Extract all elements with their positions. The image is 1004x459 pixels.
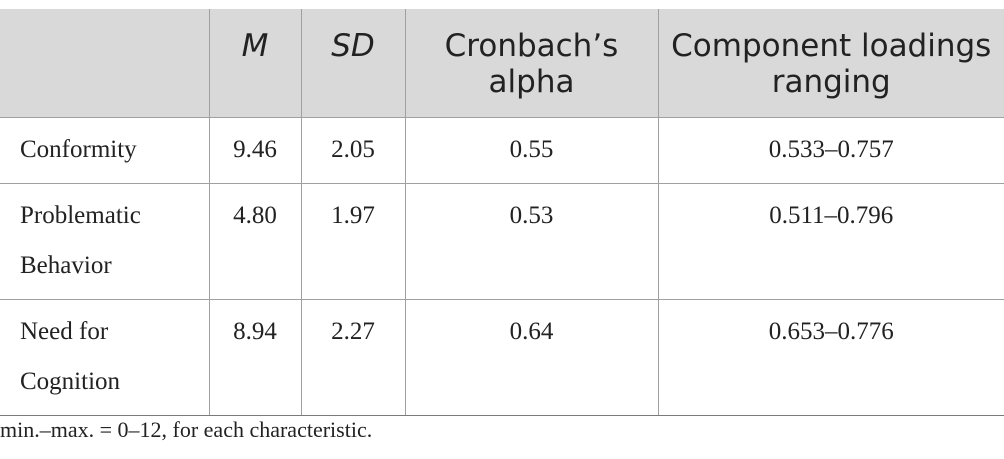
statistics-table-container: M SD Cronbach’s alpha Component loadings…: [0, 9, 1004, 416]
alpha-value: 0.53: [404, 183, 659, 300]
table-row: Conformity 9.46 2.05 0.55 0.533–0.757: [0, 117, 1004, 184]
statistics-table: M SD Cronbach’s alpha Component loadings…: [0, 9, 1004, 416]
sd-value: 1.97: [300, 183, 406, 300]
loadings-value: 0.511–0.796: [657, 183, 1004, 300]
row-label: Problematic Behavior: [0, 183, 210, 300]
header-component-loadings: Component loadings ranging: [657, 9, 1004, 118]
loadings-value: 0.653–0.776: [657, 299, 1004, 416]
sd-value: 2.05: [300, 117, 406, 184]
header-cronbach-alpha: Cronbach’s alpha: [404, 9, 659, 118]
header-cronbach-alpha-text: Cronbach’s alpha: [444, 28, 619, 100]
sd-value: 2.27: [300, 299, 406, 416]
table-row: Problematic Behavior 4.80 1.97 0.53 0.51…: [0, 183, 1004, 300]
table-row: Need for Cognition 8.94 2.27 0.64 0.653–…: [0, 299, 1004, 416]
header-sd-text: SD: [331, 28, 375, 64]
mean-value: 8.94: [208, 299, 302, 416]
header-sd: SD: [300, 9, 406, 118]
header-row: M SD Cronbach’s alpha Component loadings…: [0, 9, 1004, 118]
row-label: Conformity: [0, 117, 210, 184]
mean-value: 4.80: [208, 183, 302, 300]
header-mean-text: M: [241, 28, 269, 64]
row-label: Need for Cognition: [0, 299, 210, 416]
mean-value: 9.46: [208, 117, 302, 184]
table-footnote: min.–max. = 0–12, for each characteristi…: [0, 417, 373, 442]
loadings-value: 0.533–0.757: [657, 117, 1004, 184]
header-mean: M: [208, 9, 302, 118]
alpha-value: 0.64: [404, 299, 659, 416]
header-label-cell: [0, 9, 210, 118]
alpha-value: 0.55: [404, 117, 659, 184]
header-component-loadings-text: Component loadings ranging: [671, 28, 992, 100]
